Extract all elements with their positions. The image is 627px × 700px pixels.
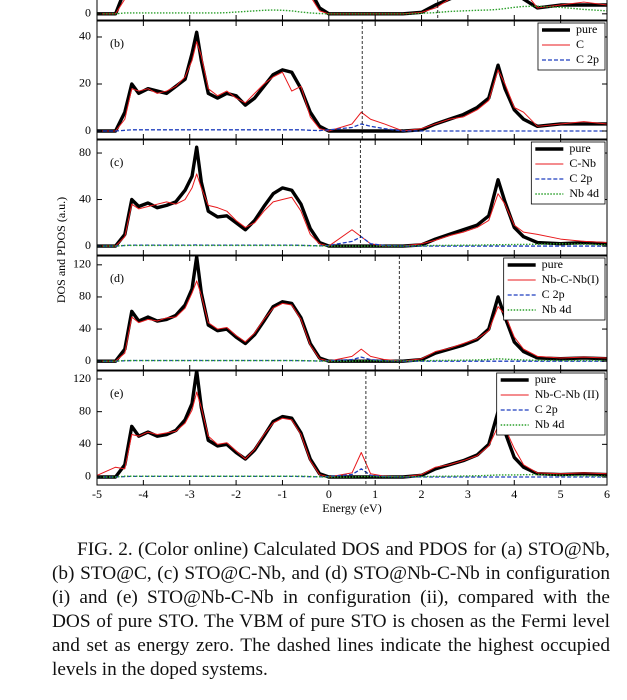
- y-tick-label: 40: [79, 191, 91, 205]
- legend-box: [496, 372, 606, 436]
- legend-label: Nb-C-Nb (II): [535, 387, 599, 401]
- legend-label: C 2p: [535, 402, 558, 416]
- plot-area: [97, 30, 607, 133]
- panel-label: (c): [110, 155, 123, 169]
- y-tick-label: 40: [79, 321, 91, 335]
- legend-label: C 2p: [542, 287, 565, 301]
- dos-curve: [97, 173, 607, 247]
- panel-label: (d): [110, 271, 124, 285]
- legend-box: [530, 141, 606, 205]
- frame: [96, 370, 608, 486]
- dos-curve: [97, 391, 607, 478]
- plot-area: [97, 256, 607, 363]
- legend-label: C 2p: [569, 171, 592, 185]
- x-tick-label: -2: [231, 487, 241, 501]
- y-tick-label: 20: [79, 76, 91, 90]
- legend-label: Nb-C-Nb(I): [542, 272, 599, 286]
- dos-curve: [97, 123, 607, 132]
- x-tick-label: -1: [277, 487, 287, 501]
- y-tick-label: 120: [73, 371, 91, 385]
- dos-curve: [97, 280, 607, 362]
- plot-area: [97, 0, 607, 16]
- frame: [96, 20, 608, 140]
- x-tick-label: 0: [326, 487, 332, 501]
- y-tick-label: 80: [79, 403, 91, 417]
- caption: FIG. 2. (Color online) Calculated DOS an…: [52, 539, 610, 680]
- panel-label: (e): [110, 386, 123, 400]
- legend-label: Nb 4d: [542, 302, 572, 316]
- y-tick-label: 0: [85, 469, 91, 483]
- dos-curve: [97, 5, 607, 15]
- frame: [96, 255, 608, 371]
- x-tick-label: -3: [185, 487, 195, 501]
- x-tick-label: -5: [92, 487, 102, 501]
- legend-label: C-Nb: [569, 156, 596, 170]
- x-tick-label: 5: [558, 487, 564, 501]
- legend-label: Nb 4d: [569, 186, 599, 200]
- legend-label: pure: [542, 257, 563, 271]
- plot-area: [97, 145, 607, 248]
- y-tick-label: 40: [79, 436, 91, 450]
- y-tick-label: 80: [79, 289, 91, 303]
- x-axis-label: Energy (eV): [322, 501, 381, 515]
- dos-curve: [97, 473, 607, 478]
- legend-label: pure: [576, 22, 597, 36]
- legend-label: pure: [569, 141, 590, 155]
- legend-label: C 2p: [576, 52, 599, 66]
- dos-curve: [97, 145, 607, 248]
- x-tick-label: -4: [138, 487, 148, 501]
- plot-area: [97, 371, 607, 479]
- legend-label: C: [576, 37, 584, 51]
- dos-curve: [97, 30, 607, 133]
- frame: [96, 139, 608, 256]
- legend-label: Nb 4d: [535, 417, 565, 431]
- y-tick-label: 80: [79, 145, 91, 159]
- y-tick-label: 0: [85, 6, 91, 20]
- panel-label: (b): [110, 36, 124, 50]
- dos-curve: [97, 358, 607, 362]
- x-tick-label: 2: [419, 487, 425, 501]
- y-tick-label: 40: [79, 29, 91, 43]
- x-tick-label: 4: [511, 487, 517, 501]
- x-tick-label: 6: [604, 487, 610, 501]
- dos-curve: [97, 0, 607, 16]
- y-tick-label: 0: [85, 238, 91, 252]
- x-tick-label: 1: [372, 487, 378, 501]
- legend-label: pure: [535, 372, 556, 386]
- dos-curve: [97, 41, 607, 132]
- y-tick-label: 0: [85, 353, 91, 367]
- x-tick-label: 3: [465, 487, 471, 501]
- dos-curve: [97, 243, 607, 247]
- frame: [96, 0, 608, 21]
- y-axis-label: DOS and PDOS (a.u.): [54, 197, 68, 303]
- y-tick-label: 120: [73, 257, 91, 271]
- y-tick-label: 0: [85, 123, 91, 137]
